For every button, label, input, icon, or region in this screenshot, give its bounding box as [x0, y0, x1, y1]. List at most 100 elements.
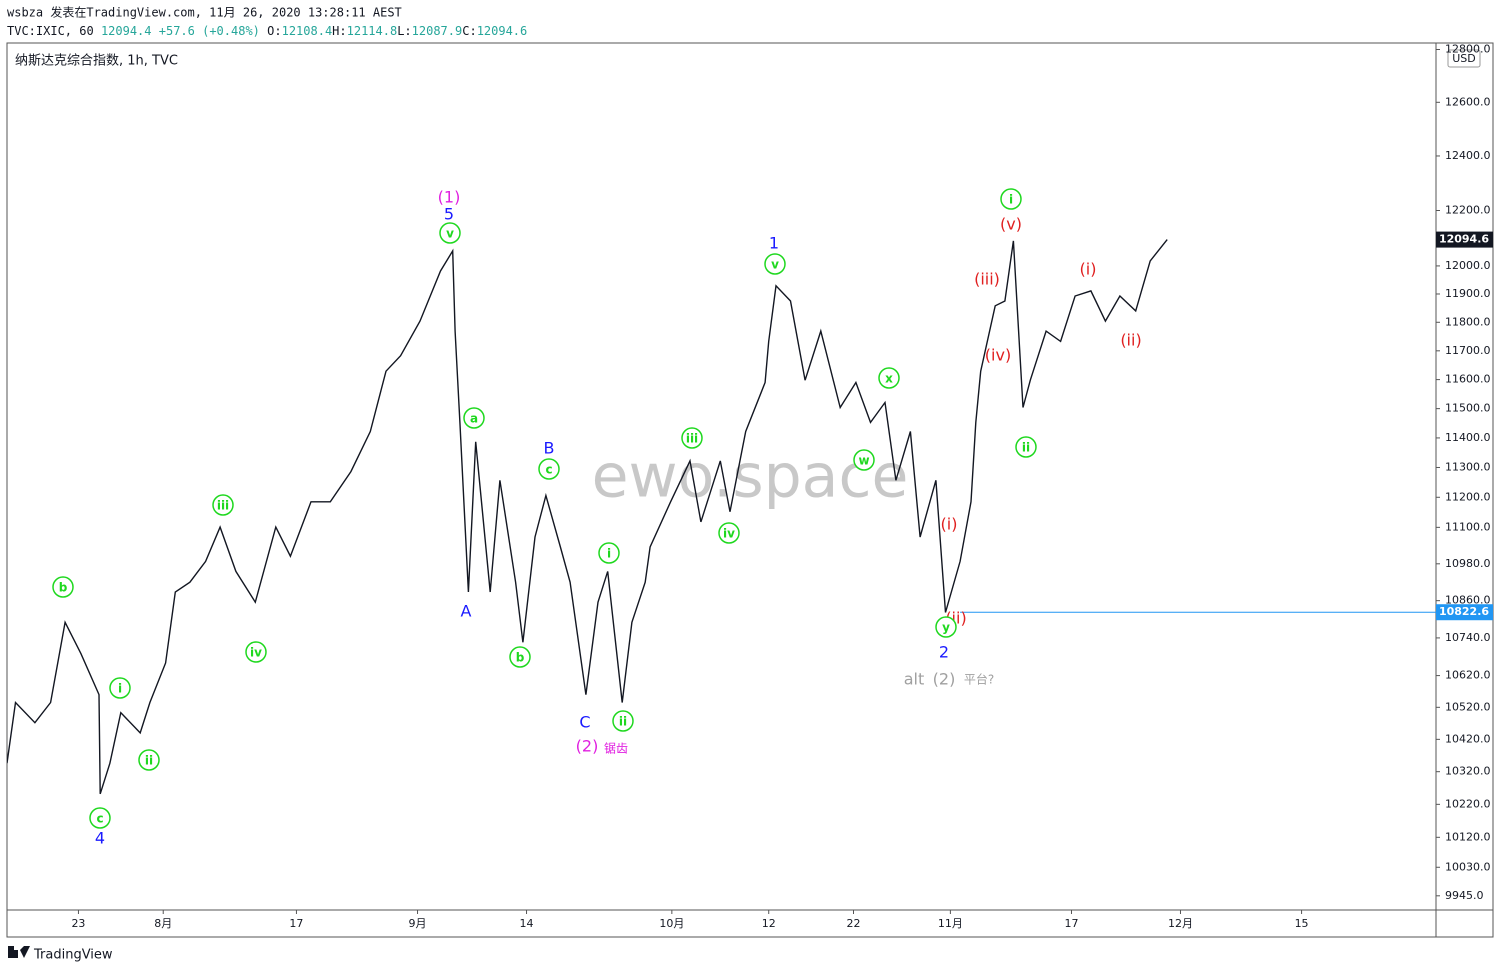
- wave-label: 2: [939, 643, 949, 662]
- wave-label: (1): [438, 188, 461, 207]
- wave-label-circled: i: [607, 547, 611, 561]
- wave-circle: [138, 749, 160, 771]
- wave-label-circled: c: [545, 463, 552, 477]
- wave-circle: [1000, 188, 1022, 210]
- price: 12094.4: [101, 24, 152, 38]
- wave-label: (2): [933, 670, 956, 689]
- x-tick-label: 22: [847, 917, 861, 930]
- x-tick-label: 12月: [1168, 917, 1193, 930]
- x-tick-label: 8月: [154, 917, 172, 930]
- ohlc-key: C:: [462, 24, 476, 38]
- y-tick-label: 10120.0: [1445, 830, 1491, 843]
- ohlc-value: 12087.9: [412, 24, 463, 38]
- wave-label: B: [544, 439, 555, 458]
- x-tick-label: 14: [520, 917, 534, 930]
- wave-label: (v): [1000, 215, 1022, 234]
- last-price-box: [1436, 231, 1493, 248]
- wave-circle: [681, 427, 703, 449]
- wave-label: (i): [941, 515, 958, 534]
- wave-label: 4: [95, 829, 105, 848]
- wave-label-circled: b: [516, 651, 525, 665]
- ohlc-value: 12114.8: [347, 24, 398, 38]
- ohlc-value: 12094.6: [477, 24, 528, 38]
- wave-label-circled: a: [470, 412, 478, 426]
- wave-label: (i): [1080, 260, 1097, 279]
- y-tick-label: 11800.0: [1445, 315, 1491, 328]
- wave-circle: [853, 449, 875, 471]
- ohlc-value: 12108.4: [282, 24, 333, 38]
- wave-circle: [935, 616, 957, 638]
- wave-label-circled: w: [858, 454, 869, 468]
- wave-label: 1: [769, 234, 779, 253]
- wave-label-circled: iv: [723, 527, 735, 541]
- x-tick-label: 17: [289, 917, 303, 930]
- wave-label: (ii): [1120, 331, 1141, 350]
- y-tick-label: 10980.0: [1445, 557, 1491, 570]
- watermark: ewo.space: [592, 442, 909, 512]
- wave-label-circled: iii: [217, 499, 229, 513]
- y-tick-label: 12200.0: [1445, 203, 1491, 216]
- x-tick-label: 23: [71, 917, 85, 930]
- symbol-line: TVC:IXIC, 60 12094.4 +57.6 (+0.48%) O:12…: [7, 24, 527, 38]
- last-price: 12094.6: [1439, 233, 1489, 246]
- currency: USD: [1452, 52, 1476, 65]
- wave-circle: [612, 710, 634, 732]
- wave-circle: [439, 222, 461, 244]
- wave-circle: [764, 253, 786, 275]
- y-tick-label: 12000.0: [1445, 259, 1491, 272]
- ohlc-key: L:: [397, 24, 411, 38]
- x-tick-label: 12: [762, 917, 776, 930]
- wave-label: (2): [576, 737, 599, 756]
- wave-circle: [463, 407, 485, 429]
- y-tick-label: 11700.0: [1445, 344, 1491, 357]
- x-tick-label: 10月: [659, 917, 684, 930]
- y-tick-label: 10520.0: [1445, 700, 1491, 713]
- y-tick-label: 11400.0: [1445, 431, 1491, 444]
- y-tick-label: 11500.0: [1445, 402, 1491, 415]
- wave-circle: [878, 367, 900, 389]
- wave-label: 平台?: [964, 672, 994, 687]
- y-tick-label: 11200.0: [1445, 490, 1491, 503]
- y-tick-label: 10420.0: [1445, 732, 1491, 745]
- y-tick-label: 9945.0: [1445, 889, 1484, 902]
- y-tick-label: 11600.0: [1445, 373, 1491, 386]
- wave-circle: [1015, 436, 1037, 458]
- wave-label: A: [461, 602, 472, 621]
- wave-circle: [598, 542, 620, 564]
- wave-label-circled: iv: [250, 646, 262, 660]
- wave-circle: [509, 646, 531, 668]
- x-tick-label: 17: [1064, 917, 1078, 930]
- y-tick-label: 12800.0: [1445, 42, 1491, 55]
- wave-circle: [245, 641, 267, 663]
- change: +57.6 (+0.48%): [159, 24, 260, 38]
- wave-circle: [89, 807, 111, 829]
- y-tick-label: 11900.0: [1445, 287, 1491, 300]
- wave-label: alt: [904, 670, 925, 689]
- x-tick-label: 11月: [938, 917, 963, 930]
- y-tick-label: 10740.0: [1445, 631, 1491, 644]
- wave-label: C: [579, 713, 590, 732]
- wave-circle: [718, 522, 740, 544]
- x-tick-label: 15: [1295, 917, 1309, 930]
- h-line-price-box: [1436, 604, 1493, 621]
- wave-label-circled: ii: [1022, 441, 1030, 455]
- symbol: TVC:IXIC, 60: [7, 24, 94, 38]
- currency-box: [1447, 49, 1481, 68]
- y-tick-label: 11300.0: [1445, 460, 1491, 473]
- y-tick-label: 12400.0: [1445, 149, 1491, 162]
- wave-label: (iv): [985, 346, 1011, 365]
- wave-circle: [109, 677, 131, 699]
- wave-circle: [212, 494, 234, 516]
- wave-label-circled: ii: [619, 715, 627, 729]
- brand: TradingView: [33, 948, 113, 963]
- plot-frame: [6, 42, 1494, 938]
- x-tick-label: 9月: [409, 917, 427, 930]
- y-tick-label: 10220.0: [1445, 797, 1491, 810]
- price-line: [7, 239, 1168, 795]
- y-tick-label: 11100.0: [1445, 520, 1491, 533]
- wave-label-circled: v: [446, 227, 454, 241]
- wave-label: (iii): [974, 270, 1000, 289]
- wave-label-circled: x: [885, 372, 893, 386]
